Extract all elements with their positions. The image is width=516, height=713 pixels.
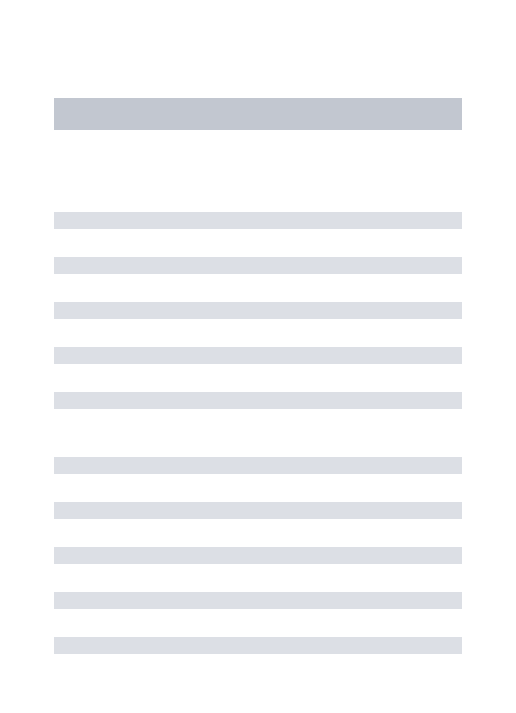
paragraph-placeholder-group-1 (54, 212, 462, 409)
line-placeholder (54, 547, 462, 564)
line-placeholder (54, 592, 462, 609)
line-placeholder (54, 457, 462, 474)
line-placeholder (54, 257, 462, 274)
title-placeholder (54, 98, 462, 130)
line-placeholder (54, 392, 462, 409)
paragraph-placeholder-group-2 (54, 457, 462, 654)
skeleton-container (0, 0, 516, 654)
line-placeholder (54, 212, 462, 229)
line-placeholder (54, 347, 462, 364)
line-placeholder (54, 502, 462, 519)
line-placeholder (54, 302, 462, 319)
line-placeholder (54, 637, 462, 654)
